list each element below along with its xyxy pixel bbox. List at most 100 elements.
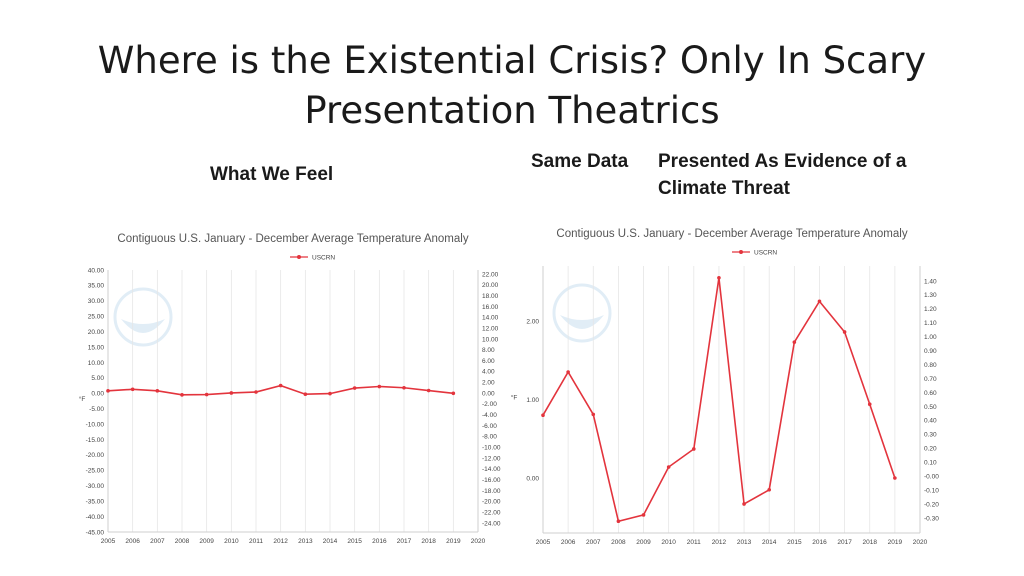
data-point — [566, 370, 570, 374]
data-point — [328, 391, 332, 396]
y2-tick-label: -10.00 — [482, 445, 501, 452]
y2-tick-label: -0.00 — [924, 473, 939, 480]
y2-tick-label: 14.00 — [482, 315, 499, 322]
y2-tick-label: 0.40 — [924, 418, 937, 425]
y-tick-label: 0.00 — [91, 391, 104, 398]
data-point — [303, 392, 308, 397]
x-tick-label: 2006 — [561, 539, 576, 546]
y2-tick-label: 1.20 — [924, 306, 937, 313]
x-tick-label: 2010 — [224, 538, 239, 545]
y2-tick-label: -4.00 — [482, 412, 497, 419]
data-point — [377, 384, 382, 389]
y2-tick-label: -2.00 — [482, 401, 497, 408]
y-tick-label: 1.00 — [526, 397, 539, 404]
y2-tick-label: -6.00 — [482, 423, 497, 430]
y2-tick-label: -16.00 — [482, 477, 501, 484]
x-tick-label: 2011 — [687, 539, 701, 546]
x-tick-label: 2009 — [636, 539, 651, 546]
y2-tick-label: -0.30 — [924, 515, 939, 522]
data-point — [717, 275, 721, 280]
y-axis-label: °F — [511, 394, 518, 402]
y-tick-label: 15.00 — [88, 344, 105, 351]
noaa-ring — [552, 283, 612, 343]
y2-tick-label: -12.00 — [482, 455, 501, 462]
x-tick-label: 2018 — [862, 539, 877, 546]
data-point — [616, 519, 621, 524]
data-point — [893, 476, 897, 480]
y-tick-label: 5.00 — [91, 375, 104, 382]
x-tick-label: 2013 — [737, 539, 752, 546]
y-tick-label: -45.00 — [86, 529, 105, 536]
x-tick-label: 2019 — [446, 538, 461, 545]
x-tick-label: 2016 — [812, 539, 827, 546]
legend-marker — [739, 250, 743, 254]
y-axis-label: °F — [79, 395, 86, 403]
y-tick-label: -25.00 — [86, 468, 105, 475]
y2-tick-label: 0.60 — [924, 390, 937, 397]
y2-tick-label: 8.00 — [482, 347, 495, 354]
y2-tick-label: -0.20 — [924, 501, 939, 508]
y-tick-label: 10.00 — [88, 360, 105, 367]
x-tick-label: 2014 — [323, 538, 338, 545]
y2-tick-label: 1.30 — [924, 292, 937, 299]
noaa-watermark-icon — [552, 283, 612, 343]
y2-tick-label: 18.00 — [482, 293, 499, 300]
x-tick-label: 2007 — [586, 539, 601, 546]
y-tick-label: -30.00 — [86, 483, 105, 490]
x-tick-label: 2015 — [347, 538, 362, 545]
y2-tick-label: 16.00 — [482, 304, 499, 311]
right-chart: Contiguous U.S. January - December Avera… — [511, 218, 950, 553]
y2-tick-label: 0.10 — [924, 460, 937, 467]
x-tick-label: 2013 — [298, 538, 313, 545]
y2-tick-label: 4.00 — [482, 369, 495, 376]
y2-tick-label: 0.80 — [924, 362, 937, 369]
y2-tick-label: 0.30 — [924, 432, 937, 439]
y2-tick-label: -14.00 — [482, 466, 501, 473]
y2-tick-label: 1.00 — [924, 334, 937, 341]
y-tick-label: 25.00 — [88, 314, 105, 321]
right-caption-part-3: Climate Threat — [658, 178, 790, 199]
data-point — [666, 465, 671, 469]
x-tick-label: 2012 — [712, 539, 727, 546]
y2-tick-label: 0.70 — [924, 376, 937, 383]
y2-tick-label: 0.90 — [924, 348, 937, 355]
x-tick-label: 2009 — [199, 538, 214, 545]
x-tick-label: 2018 — [421, 538, 436, 545]
data-point — [767, 488, 771, 492]
chart-title: Contiguous U.S. January - December Avera… — [117, 233, 468, 245]
data-point — [742, 502, 746, 506]
data-point — [792, 340, 797, 344]
legend-marker — [297, 255, 301, 259]
y2-tick-label: 6.00 — [482, 358, 495, 365]
x-tick-label: 2016 — [372, 538, 387, 545]
x-tick-label: 2015 — [787, 539, 802, 546]
y-tick-label: -5.00 — [89, 406, 104, 413]
x-tick-label: 2007 — [150, 538, 165, 545]
y-tick-label: -15.00 — [86, 437, 105, 444]
y2-tick-label: 20.00 — [482, 282, 499, 289]
y-tick-label: -10.00 — [86, 421, 105, 428]
y2-tick-label: 22.00 — [482, 271, 499, 278]
left-chart-svg: Contiguous U.S. January - December Avera… — [79, 233, 501, 545]
y-tick-label: -35.00 — [86, 498, 105, 505]
data-point — [180, 393, 184, 397]
y2-tick-label: 1.40 — [924, 278, 937, 285]
data-point — [641, 513, 646, 517]
x-tick-label: 2020 — [913, 539, 928, 546]
y2-tick-label: -18.00 — [482, 488, 501, 495]
y2-tick-label: -20.00 — [482, 499, 501, 506]
y-tick-label: 40.00 — [88, 267, 105, 274]
data-point — [867, 402, 872, 407]
y2-tick-label: 12.00 — [482, 325, 499, 332]
chart-title: Contiguous U.S. January - December Avera… — [556, 228, 907, 240]
y-tick-label: 30.00 — [88, 298, 105, 305]
legend-label: USCRN — [754, 250, 777, 257]
data-point — [541, 413, 545, 418]
data-point — [204, 392, 209, 397]
x-tick-label: 2005 — [101, 538, 116, 545]
y-tick-label: -20.00 — [86, 452, 105, 459]
right-caption-part-2: Presented As Evidence of a — [658, 151, 907, 172]
right-chart-svg: Contiguous U.S. January - December Avera… — [511, 228, 939, 546]
x-tick-label: 2017 — [397, 538, 412, 545]
y2-tick-label: -24.00 — [482, 520, 501, 527]
